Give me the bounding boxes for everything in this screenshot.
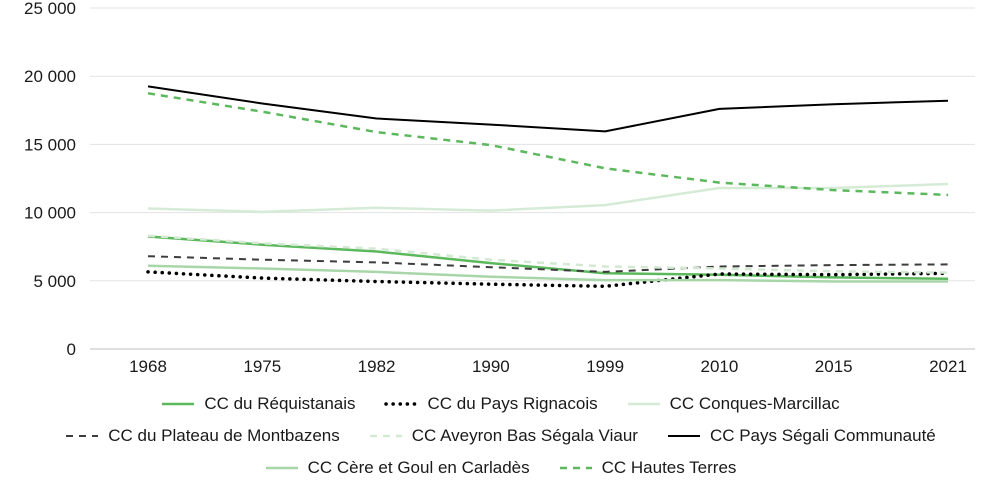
legend-label: CC Hautes Terres: [601, 458, 737, 477]
legend-label: CC Pays Ségali Communauté: [709, 426, 936, 445]
y-tick-label: 0: [67, 340, 76, 359]
legend-item: CC du Plateau de Montbazens: [64, 426, 340, 446]
legend-item: CC Hautes Terres: [558, 458, 737, 478]
series-line: [147, 255, 949, 273]
y-tick-label: 5 000: [33, 272, 76, 291]
legend-label: CC Cère et Goul en Carladès: [307, 458, 530, 477]
y-tick-label: 15 000: [24, 135, 76, 154]
legend-swatch: [66, 435, 99, 437]
legend-item: CC du Pays Rignacois: [383, 394, 598, 414]
x-tick-label: 1999: [586, 357, 624, 376]
legend-label: CC du Plateau de Montbazens: [108, 426, 340, 445]
legend-item: CC Aveyron Bas Ségala Viaur: [368, 426, 638, 446]
x-tick-label: 1982: [358, 357, 396, 376]
series-line: [147, 235, 949, 281]
x-axis-ticks: 1968 1975 1982 1990 1999 2010 2015 2021: [129, 357, 967, 376]
series-line: [147, 182, 949, 214]
series-line: [147, 85, 949, 133]
legend-swatch: [162, 402, 195, 406]
series-lines: [146, 85, 950, 289]
gridlines: [90, 7, 975, 350]
legend-label: CC du Pays Rignacois: [427, 394, 598, 413]
legend-row: CC du Réquistanais CC du Pays Rignacois CC…: [0, 388, 1000, 420]
legend-swatch: [383, 402, 420, 406]
y-axis-ticks: 0 5 000 10 000 15 000 20 000 25 000: [24, 0, 76, 359]
legend-swatch: [627, 402, 660, 406]
legend-swatch: [559, 466, 592, 470]
legend-swatch: [369, 434, 402, 438]
series-line: [146, 270, 950, 289]
legend-label: CC Aveyron Bas Ségala Viaur: [411, 426, 638, 445]
series-line: [147, 92, 949, 197]
y-tick-label: 10 000: [24, 204, 76, 223]
x-tick-label: 2021: [929, 357, 967, 376]
legend-label: CC Conques-Marcillac: [669, 394, 840, 413]
series-line: [147, 264, 948, 283]
legend-swatch: [265, 466, 298, 470]
series-line: [147, 234, 949, 274]
legend-item: CC Cère et Goul en Carladès: [264, 458, 530, 478]
y-tick-label: 20 000: [24, 67, 76, 86]
legend-swatch: [667, 435, 700, 437]
legend-row: CC Cère et Goul en Carladès CC Hautes Ter…: [0, 452, 1000, 484]
legend-item: CC Conques-Marcillac: [626, 394, 840, 414]
y-tick-label: 25 000: [24, 0, 76, 18]
legend-item: CC du Réquistanais: [160, 394, 356, 414]
legend: CC du Réquistanais CC du Pays Rignacois CC…: [0, 388, 1000, 484]
legend-row: CC du Plateau de Montbazens CC Aveyron Ba…: [0, 420, 1000, 452]
legend-label: CC du Réquistanais: [204, 394, 356, 413]
x-tick-label: 2010: [701, 357, 739, 376]
legend-item: CC Pays Ségali Communauté: [666, 426, 936, 446]
x-tick-label: 1975: [243, 357, 281, 376]
x-tick-label: 1968: [129, 357, 167, 376]
x-tick-label: 2015: [815, 357, 853, 376]
x-tick-label: 1990: [472, 357, 510, 376]
